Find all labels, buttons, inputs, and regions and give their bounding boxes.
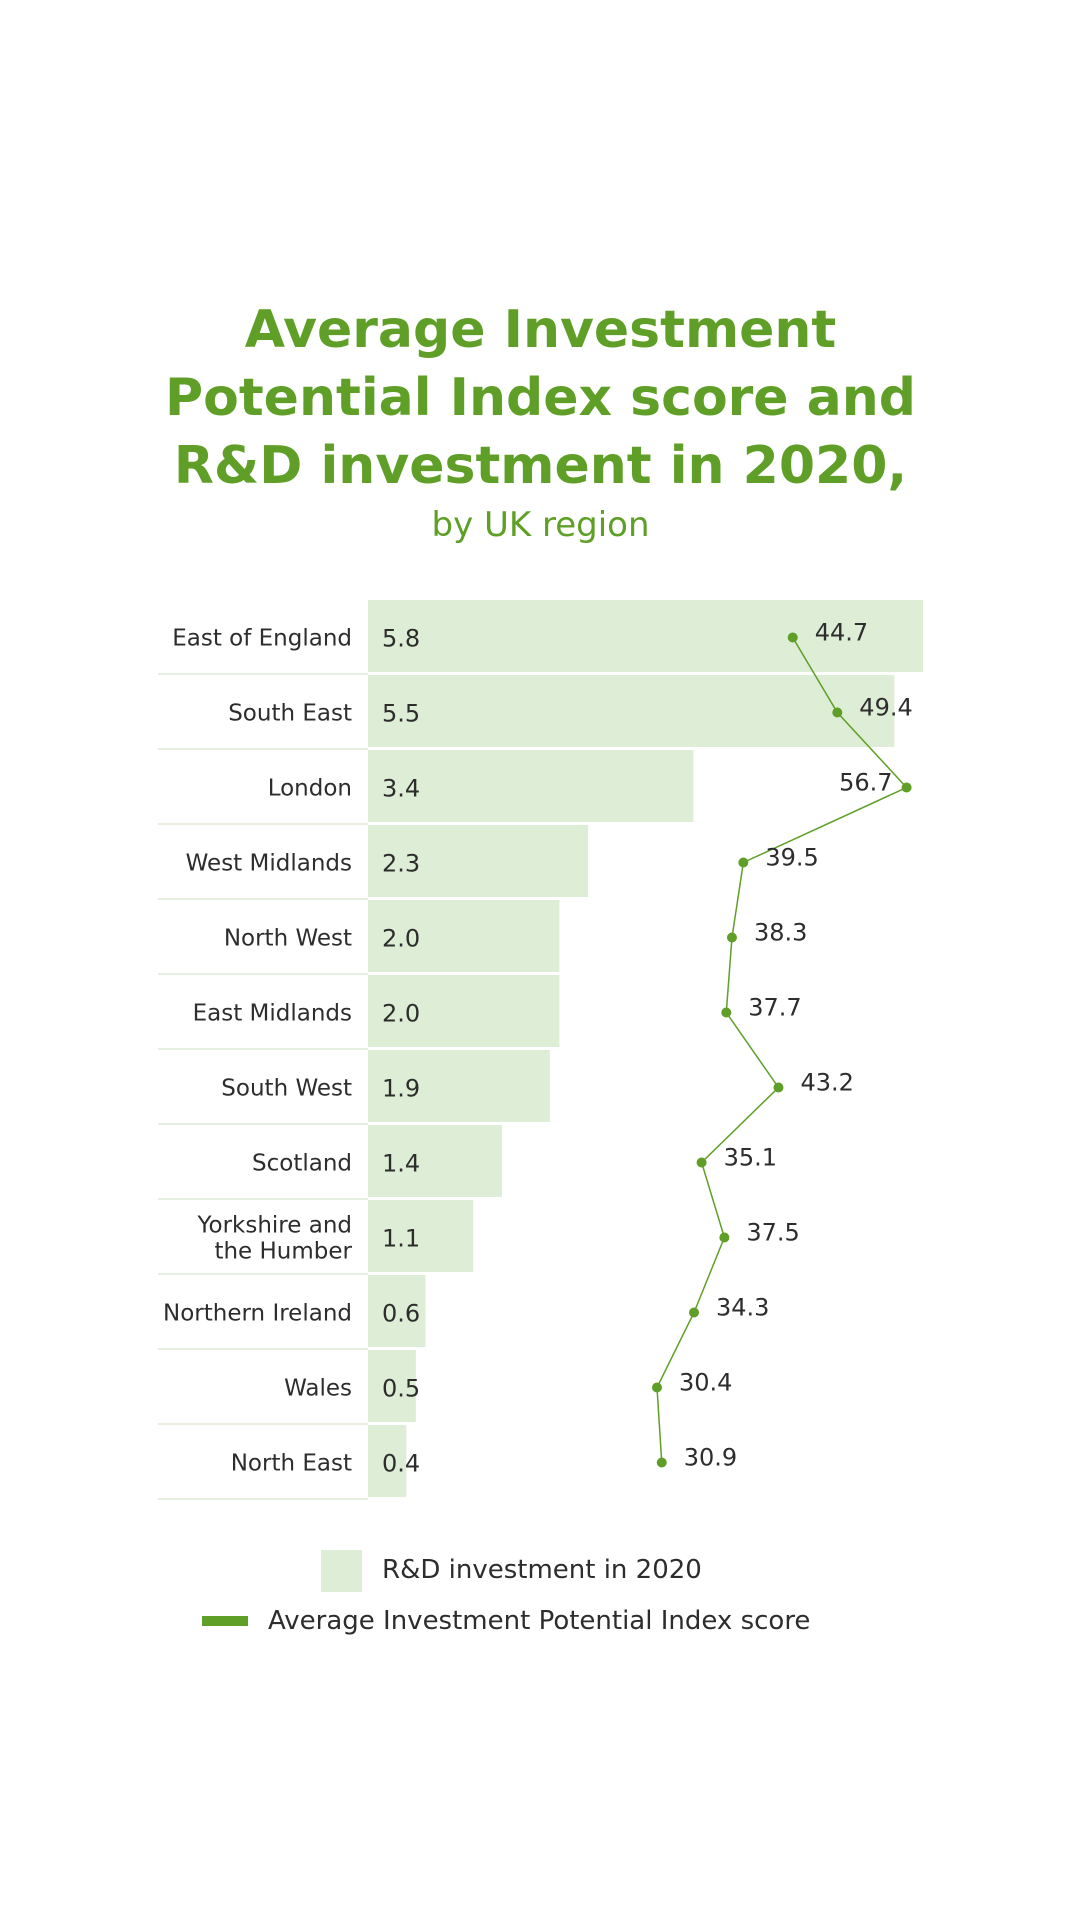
line-point <box>696 1157 707 1168</box>
line-point <box>689 1307 700 1318</box>
bar-value-label: 1.9 <box>382 1075 420 1103</box>
category-label: North East <box>231 1451 352 1477</box>
line-point <box>656 1457 667 1468</box>
line-point <box>719 1232 730 1243</box>
category-label: North West <box>224 926 352 952</box>
line-value-label: 38.3 <box>754 919 807 947</box>
bar <box>368 675 895 747</box>
category-label: Northern Ireland <box>163 1301 352 1327</box>
chart-title: Average Investment Potential Index score … <box>164 300 917 496</box>
bar-value-label: 3.4 <box>382 775 420 803</box>
bar <box>368 1275 426 1347</box>
bar <box>368 1350 416 1422</box>
bar <box>368 1200 474 1272</box>
category-label: London <box>268 776 352 802</box>
line-value-label: 44.7 <box>815 619 868 647</box>
category-label: the Humber <box>214 1239 352 1265</box>
bar <box>368 825 589 897</box>
legend-line-swatch <box>202 1616 248 1626</box>
bar <box>368 1125 502 1197</box>
category-label: West Midlands <box>186 851 352 877</box>
bar-value-label: 0.4 <box>382 1450 420 1478</box>
category-label: East Midlands <box>193 1001 352 1027</box>
line-value-label: 30.4 <box>679 1369 732 1397</box>
line-point <box>721 1007 732 1018</box>
bar-value-label: 2.0 <box>382 925 420 953</box>
line-value-label: 49.4 <box>859 694 912 722</box>
line-point <box>726 932 737 943</box>
category-label: South West <box>221 1076 352 1102</box>
line-point <box>901 782 912 793</box>
line-value-label: 37.5 <box>746 1219 799 1247</box>
legend-bar-swatch <box>321 1550 362 1592</box>
line-point <box>787 632 798 643</box>
bar-value-label: 2.0 <box>382 1000 420 1028</box>
line-value-label: 43.2 <box>800 1069 853 1097</box>
chart-subtitle: by UK region <box>431 505 650 545</box>
bar <box>368 1425 407 1497</box>
bar <box>368 975 560 1047</box>
line-value-label: 35.1 <box>724 1144 777 1172</box>
bar-value-label: 1.1 <box>382 1225 420 1253</box>
line-value-label: 30.9 <box>684 1444 737 1472</box>
bar-value-label: 0.6 <box>382 1300 420 1328</box>
bar-value-label: 1.4 <box>382 1150 420 1178</box>
line-value-label: 34.3 <box>716 1294 769 1322</box>
bar-value-label: 5.5 <box>382 700 420 728</box>
category-label: East of England <box>172 626 352 652</box>
line-value-label: 37.7 <box>748 994 801 1022</box>
category-label: Wales <box>284 1376 352 1402</box>
category-label: South East <box>228 701 352 727</box>
legend-line-label: Average Investment Potential Index score <box>268 1606 811 1636</box>
line-value-label: 39.5 <box>765 844 818 872</box>
legend-bar-label: R&D investment in 2020 <box>382 1555 702 1585</box>
bar-value-label: 5.8 <box>382 625 420 653</box>
bar <box>368 1050 550 1122</box>
line-series <box>656 637 908 1463</box>
line-point <box>652 1382 662 1393</box>
bar <box>368 750 694 822</box>
line-point <box>738 857 749 868</box>
category-label: Scotland <box>252 1151 352 1177</box>
bar <box>368 600 924 672</box>
line-point <box>773 1082 784 1093</box>
bar-value-label: 0.5 <box>382 1375 420 1403</box>
line-value-label: 56.7 <box>839 769 892 797</box>
bar <box>368 900 560 972</box>
bar-value-label: 2.3 <box>382 850 420 878</box>
category-label: Yorkshire and <box>197 1213 352 1239</box>
line-point <box>832 707 843 718</box>
